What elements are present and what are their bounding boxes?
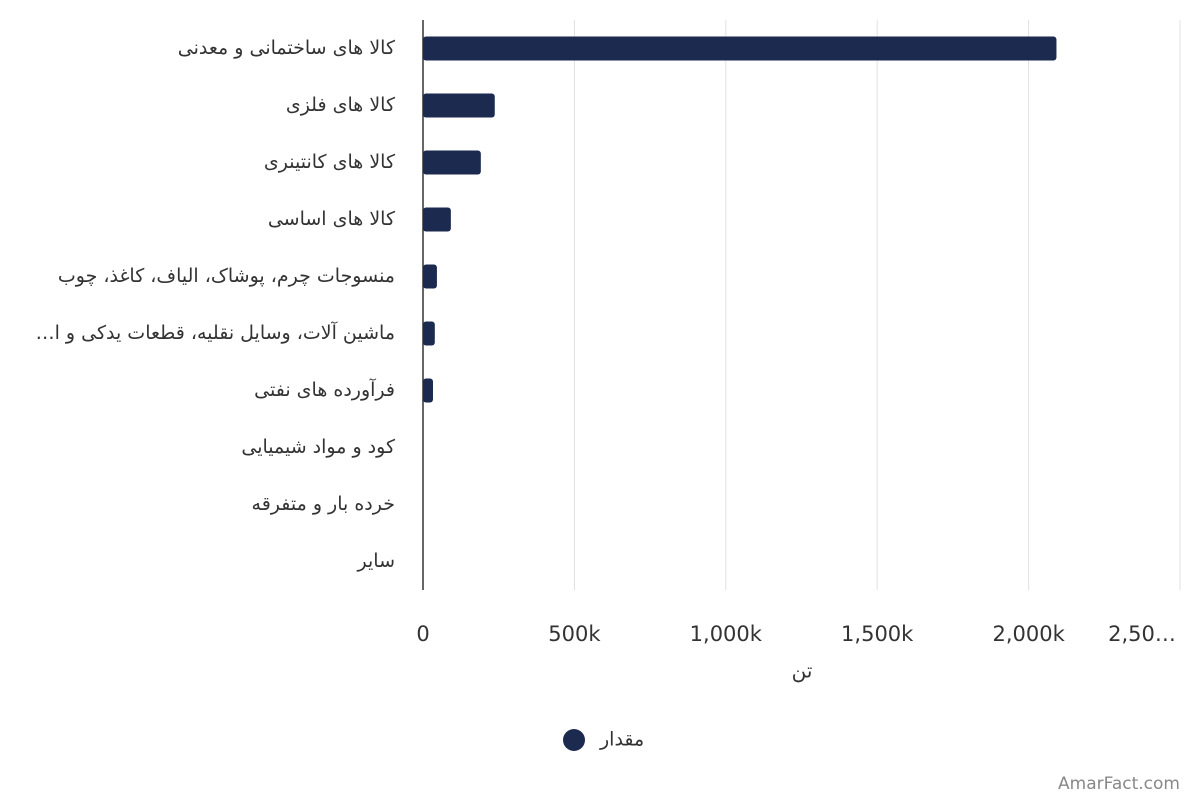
x-tick-label: 1,000k <box>690 622 763 646</box>
bar <box>423 264 437 289</box>
bar <box>423 207 451 232</box>
y-tick-label: فرآورده های نفتی <box>254 377 395 401</box>
y-tick-label: منسوجات چرم، پوشاک، الیاف، کاغذ، چوب <box>58 265 395 287</box>
y-tick-label: کالا های اساسی <box>268 208 396 230</box>
x-tick-label: 1,500k <box>841 622 914 646</box>
y-tick-label: کالا های کانتینری <box>264 151 396 173</box>
watermark: AmarFact.com <box>1058 774 1180 794</box>
y-tick-label: سایر <box>357 550 395 572</box>
y-tick-label: کالا های ساختمانی و معدنی <box>178 37 396 59</box>
y-tick-label: خرده بار و متفرقه <box>252 493 395 515</box>
x-tick-label: 0 <box>416 622 429 646</box>
y-tick-label: ماشین آلات، وسایل نقلیه، قطعات یدکی و ا… <box>36 320 395 344</box>
bar <box>423 150 481 175</box>
bar <box>423 36 1057 61</box>
bar <box>423 378 433 403</box>
bar <box>423 93 495 118</box>
y-tick-label: کود و مواد شیمیایی <box>241 436 396 458</box>
x-axis-title: تن <box>792 659 813 683</box>
legend-marker <box>563 729 585 751</box>
x-tick-label: 2,50… <box>1108 622 1176 646</box>
bar <box>423 321 435 346</box>
x-tick-label: 500k <box>548 622 601 646</box>
legend-label: مقدار <box>599 729 644 751</box>
y-tick-label: کالا های فلزی <box>286 94 396 116</box>
x-tick-label: 2,000k <box>992 622 1065 646</box>
